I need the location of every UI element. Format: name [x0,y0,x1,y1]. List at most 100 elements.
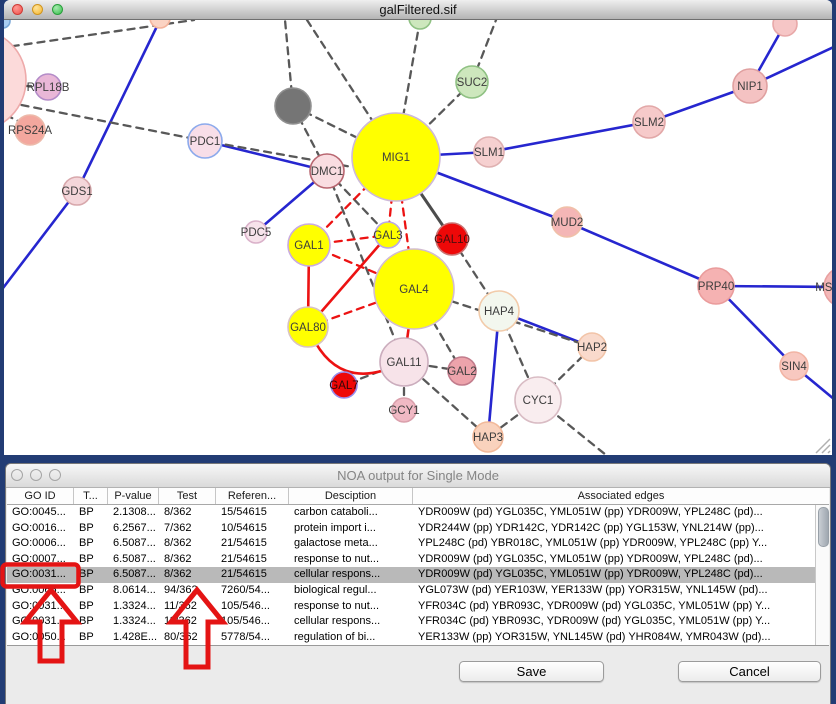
column-header-referen[interactable]: Referen... [216,488,289,504]
table-cell: BP [79,552,94,565]
table-row[interactable]: GO:0065... BP 8.0614... 94/362 7260/54... bio… [7,583,829,599]
save-button[interactable]: Save [459,661,604,682]
scrollbar-thumb[interactable] [817,507,829,547]
noa-window-titlebar[interactable]: NOA output for Single Mode [6,464,830,488]
node-GAL10[interactable] [435,222,469,256]
node-RPL18B[interactable] [34,73,62,101]
table-row[interactable]: GO:0050... BP 1.428E... 80/362 5778/54... reg… [7,630,829,646]
resize-grip[interactable] [827,450,831,454]
node-top-pink-right[interactable] [772,20,798,37]
resize-grip[interactable] [821,444,831,454]
table-cell: BP [79,537,94,550]
resize-grip[interactable] [815,438,831,454]
table-cell: 1.3324... [113,615,156,628]
table-cell: YGL073W (pd) YER103W, YER133W (pp) YOR31… [418,583,768,596]
table-cell: YDR009W (pd) YGL035C, YML051W (pp) YDR00… [418,552,763,565]
minimize-button-inactive[interactable] [30,469,42,481]
zoom-button-inactive[interactable] [49,469,61,481]
node-label-GDS1: GDS1 [61,186,92,198]
table-cell: YPL248C (pd) YBR018C, YML051W (pp) YDR00… [418,537,768,550]
table-cell: 6.5087... [113,537,156,550]
node-SLM1[interactable] [473,136,505,168]
node-GAL3[interactable] [374,221,402,249]
node-RPS24A[interactable] [14,114,46,146]
node-unnamed-gray[interactable] [274,87,312,125]
table-cell: 8/362 [164,506,192,518]
table-row[interactable]: GO:0006... BP 6.5087... 8/362 21/54615 galact… [7,536,829,552]
edge-blue [714,284,832,400]
node-SIN4[interactable] [779,351,809,381]
column-header-p-value[interactable]: P-value [108,488,159,504]
table-cell: YDR009W (pd) YGL035C, YML051W (pp) YDR00… [418,506,763,518]
table-cell: 6.5087... [113,568,156,581]
table-cell: 2.1308... [113,506,156,518]
network-window: galFiltered.sif RPL18B RPS24A GDS1 PDC1 MIG1… [4,0,832,455]
node-PDC5[interactable] [244,220,268,244]
table-cell: GO:0031... [12,615,66,628]
table-cell: response to nut... [294,599,379,612]
table-cell: 21/54615 [221,537,267,550]
node-big-left[interactable] [4,29,27,131]
column-header-associated-edges[interactable]: Associated edges [577,490,665,502]
node-GAL4[interactable] [373,248,455,330]
table-cell: BP [79,568,94,581]
cancel-button[interactable]: Cancel [678,661,821,682]
table-row[interactable]: GO:0016... BP 6.2567... 7/362 10/54615 protei… [7,521,829,537]
table-row[interactable]: GO:0045... BP 2.1308... 8/362 15/54615 carbon… [7,505,829,521]
zoom-button[interactable] [52,4,63,15]
network-window-titlebar[interactable]: galFiltered.sif [4,0,832,20]
node-GAL11[interactable] [379,337,429,387]
table-header-row: GO ID T... P-value Test Referen... Desciption… [7,488,829,505]
edge-dashed [402,360,464,373]
column-header-t[interactable]: T... [74,488,108,504]
column-header-desciption[interactable]: Desciption [289,488,413,504]
node-top-pink-left[interactable] [149,20,171,29]
node-HAP2[interactable] [577,332,607,362]
column-header-go-id[interactable]: GO ID [7,488,74,504]
table-cell: YER133W (pp) YOR315W, YNL145W (pd) YHR08… [418,630,771,643]
node-label-PDC5: PDC5 [241,227,272,239]
node-DMC1[interactable] [309,153,345,189]
node-SLM2[interactable] [632,105,666,139]
node-MIG1[interactable] [351,112,441,202]
node-GAL7[interactable] [330,371,358,399]
node-CYC1[interactable] [514,376,562,424]
node-label-DMC1: DMC1 [311,166,344,178]
minimize-button[interactable] [32,4,43,15]
node-HAP3[interactable] [472,421,504,453]
node-GAL1[interactable] [287,223,331,267]
close-button-inactive[interactable] [11,469,23,481]
node-PDC1[interactable] [187,123,223,159]
table-cell: cellular respons... [294,568,381,581]
network-graph[interactable]: RPL18B RPS24A GDS1 PDC1 MIG1 DMC1 SUC2 SLM1 SLM2… [4,20,832,455]
table-scrollbar[interactable] [815,505,829,645]
close-button[interactable] [12,4,23,15]
table-row[interactable]: GO:0031... BP 1.3324... 11/362 105/546... res… [7,599,829,615]
node-label-SLM1: SLM1 [474,147,504,159]
node-unnamed-corner[interactable] [4,20,11,29]
network-canvas[interactable]: RPL18B RPS24A GDS1 PDC1 MIG1 DMC1 SUC2 SLM1 SLM2… [4,20,832,455]
table-cell: 105/546... [221,615,270,628]
node-label-SLM2: SLM2 [634,117,664,129]
node-MSN[interactable] [823,267,832,307]
node-NIP1[interactable] [732,68,768,104]
table-row[interactable]: GO:0007... BP 6.5087... 8/362 21/54615 respon… [7,552,829,568]
node-label-GAL80: GAL80 [290,322,326,334]
table-row[interactable]: GO:0031... BP 1.3324... 11/362 105/546... cel… [7,614,829,630]
table-row[interactable]: GO:0031... BP 6.5087... 8/362 21/54615 cellul… [7,567,829,583]
table-cell: BP [79,630,94,643]
node-GAL2[interactable] [447,356,477,386]
node-SUC2[interactable] [455,65,489,99]
column-header-test[interactable]: Test [159,488,216,504]
table-cell: GO:0065... [12,583,66,596]
table-cell: GO:0007... [12,552,66,565]
node-MUD2[interactable] [551,206,583,238]
node-GDS1[interactable] [62,176,92,206]
table-cell: YDR244W (pp) YDR142C, YDR142C (pp) YGL15… [418,521,764,534]
node-top-green[interactable] [408,20,432,30]
node-PRP40[interactable] [697,267,735,305]
table-cell: response to nut... [294,552,379,565]
node-GCY1[interactable] [391,397,417,423]
node-HAP4[interactable] [478,290,520,332]
node-GAL80[interactable] [287,306,329,348]
